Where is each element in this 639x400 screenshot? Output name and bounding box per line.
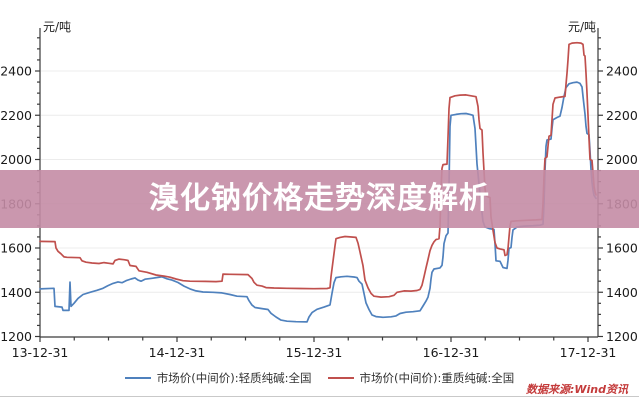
banner-title: 溴化钠价格走势深度解析 [149, 181, 490, 216]
svg-text:15-12-31: 15-12-31 [286, 345, 343, 360]
title-banner: 溴化钠价格走势深度解析 [0, 170, 639, 228]
svg-text:2400: 2400 [0, 64, 32, 79]
y-axis-unit-right: 元/吨 [567, 20, 596, 34]
data-source-watermark: 数据来源:Wind资讯 [525, 383, 628, 396]
y-axis-unit-left: 元/吨 [43, 20, 72, 34]
svg-text:2200: 2200 [0, 108, 32, 123]
svg-text:2000: 2000 [606, 152, 638, 167]
svg-text:16-12-31: 16-12-31 [423, 345, 480, 360]
legend-line-swatch-blue [124, 377, 151, 379]
svg-text:2000: 2000 [0, 152, 32, 167]
legend-item-light-soda-ash: 市场价(中间价):轻质纯碱:全国 [124, 370, 312, 386]
svg-text:1600: 1600 [0, 241, 32, 256]
svg-text:13-12-31: 13-12-31 [12, 345, 69, 360]
svg-text:1400: 1400 [0, 285, 32, 300]
svg-text:2200: 2200 [606, 108, 638, 123]
svg-text:2400: 2400 [606, 64, 638, 79]
svg-text:1600: 1600 [606, 241, 638, 256]
svg-text:1400: 1400 [606, 285, 638, 300]
bottom-divider [0, 396, 639, 397]
svg-text:14-12-31: 14-12-31 [149, 345, 206, 360]
svg-text:1200: 1200 [606, 329, 638, 344]
legend-item-heavy-soda-ash: 市场价(中间价):重质纯碱:全国 [327, 370, 515, 386]
svg-text:17-12-31: 17-12-31 [560, 345, 617, 360]
legend-line-swatch-red [327, 377, 354, 379]
chart-legend: 市场价(中间价):轻质纯碱:全国 市场价(中间价):重质纯碱:全国 [0, 370, 639, 386]
legend-label-light-soda-ash: 市场价(中间价):轻质纯碱:全国 [156, 371, 312, 385]
legend-label-heavy-soda-ash: 市场价(中间价):重质纯碱:全国 [359, 371, 515, 385]
svg-text:1200: 1200 [0, 329, 32, 344]
